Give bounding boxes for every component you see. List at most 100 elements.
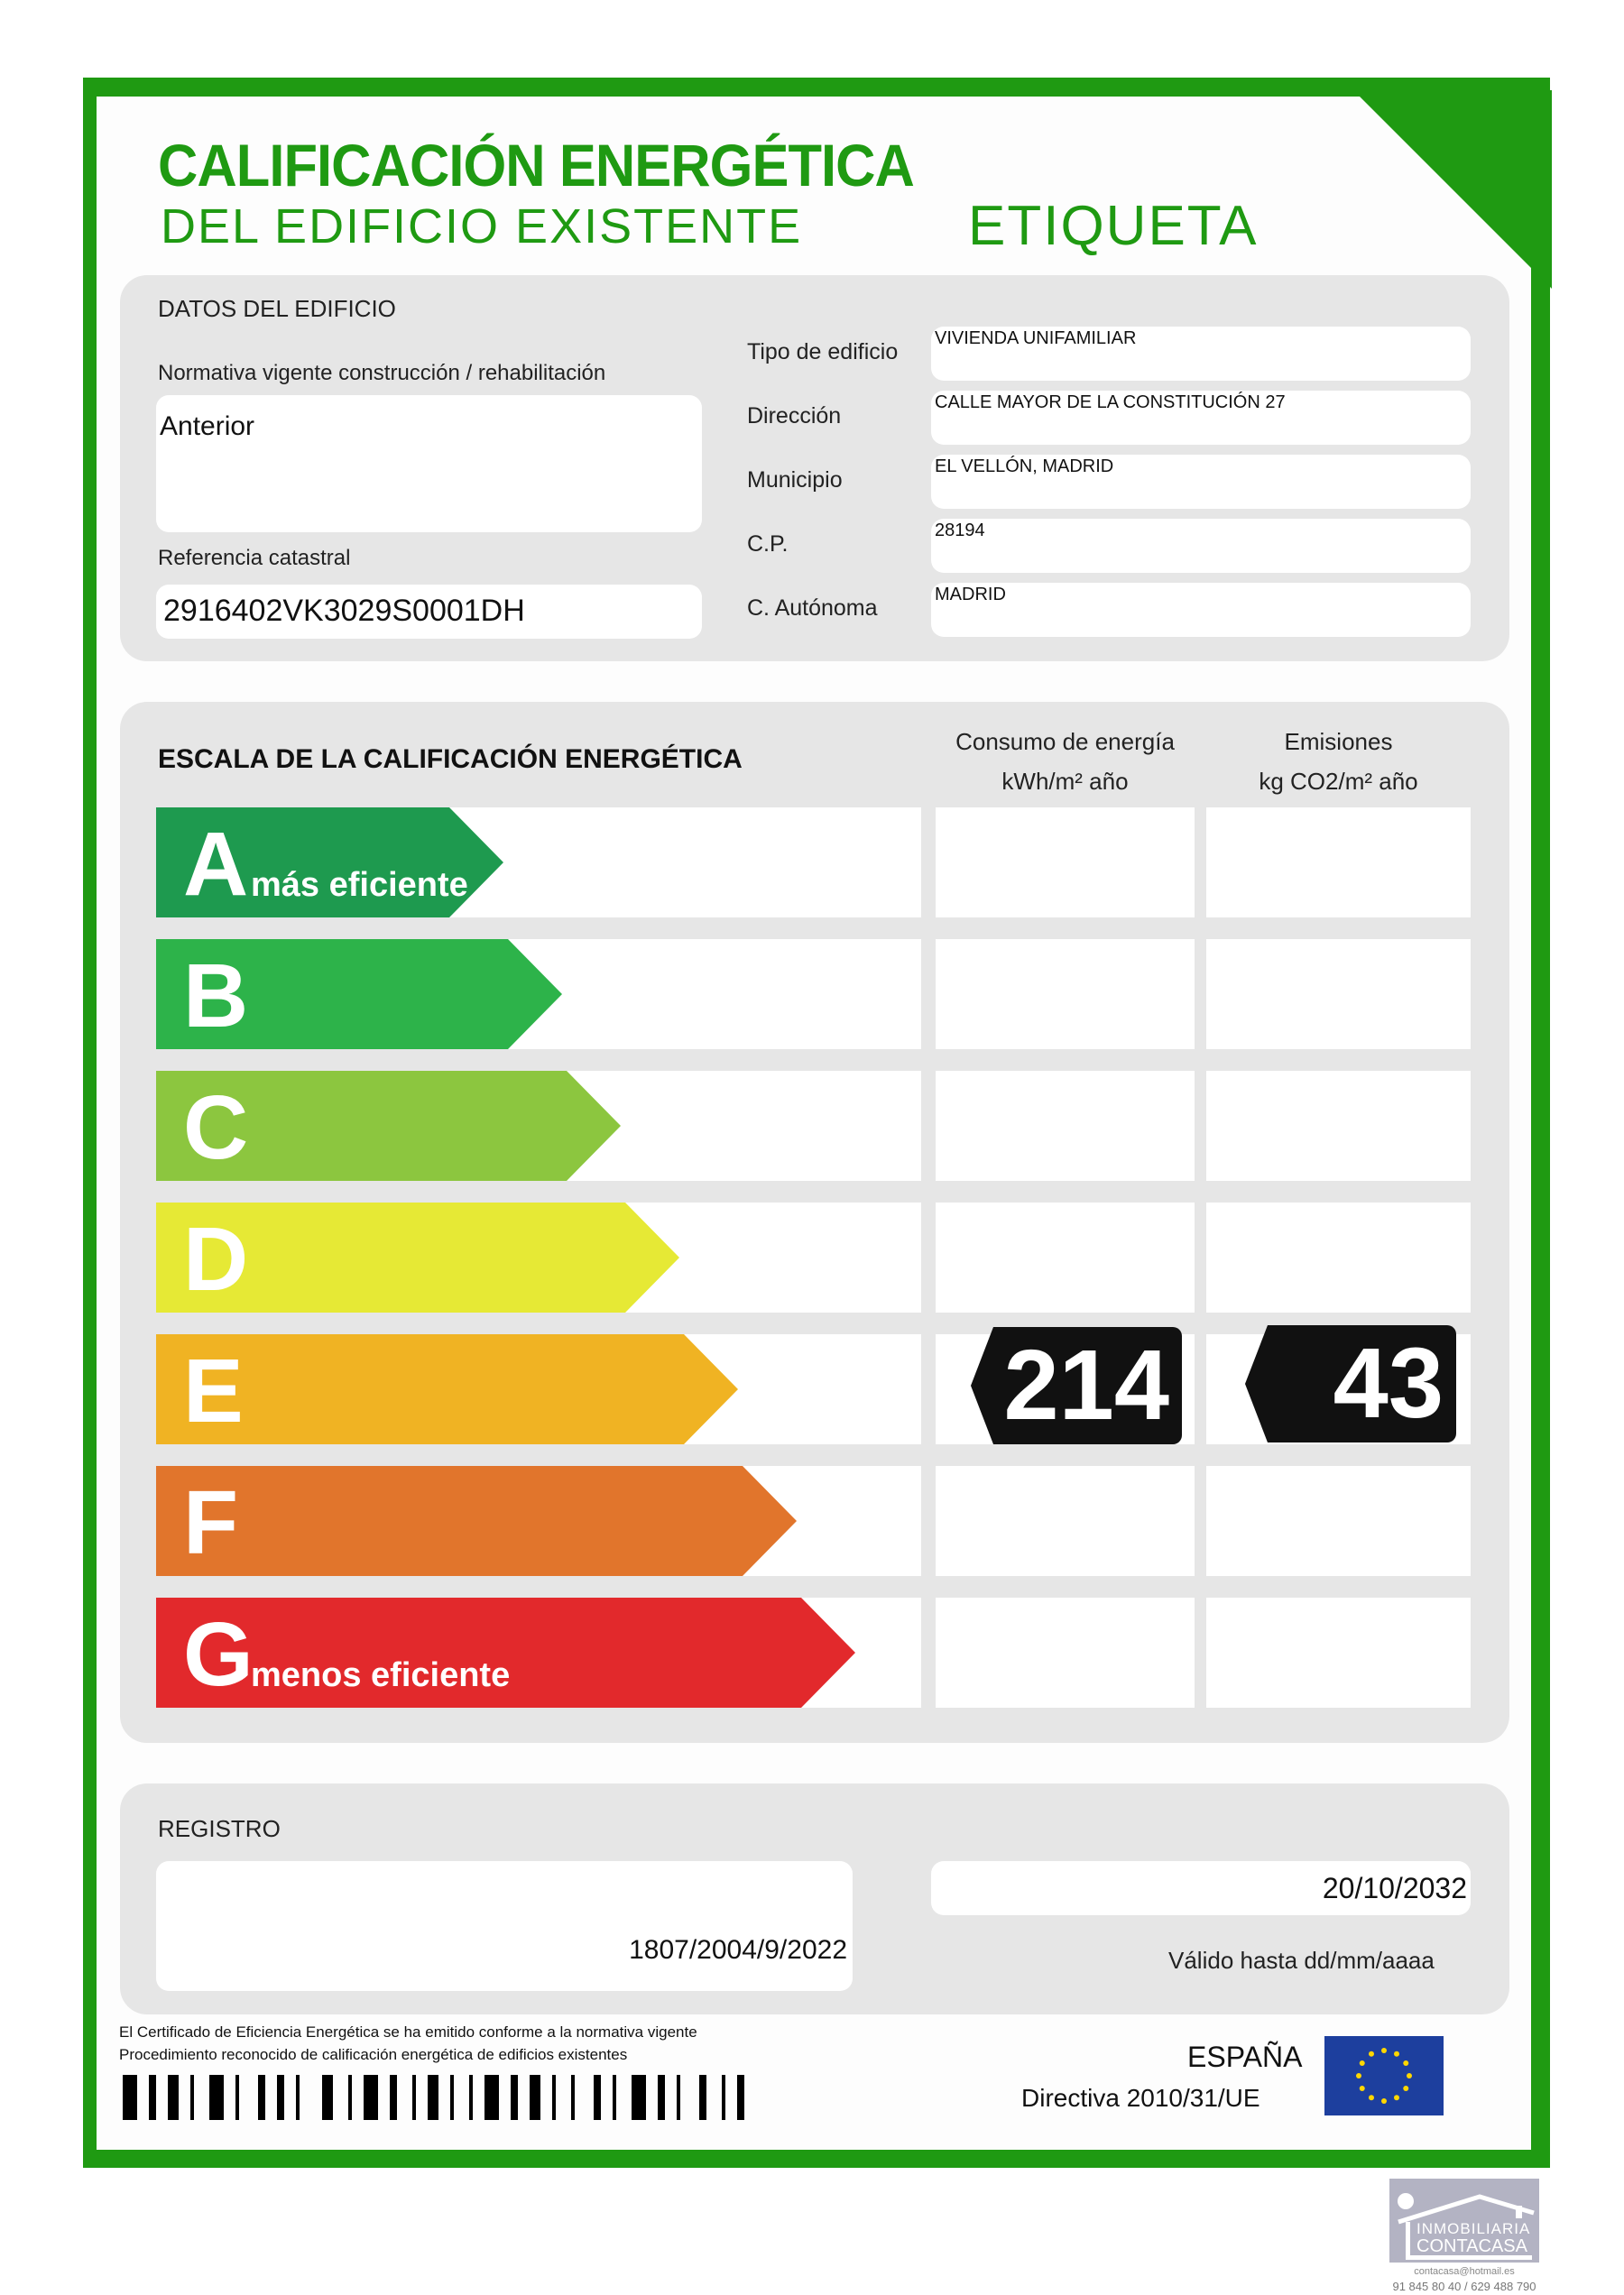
- rating-bar-g: G menos eficiente: [156, 1598, 855, 1708]
- agency-name-1: INMOBILIARIA: [1416, 2220, 1531, 2237]
- rating-bar-f: F: [156, 1466, 797, 1576]
- barcode-bar: [511, 2075, 518, 2120]
- rating-letter: F: [183, 1472, 239, 1573]
- emissions-unit: kg CO2/m² año: [1259, 768, 1418, 795]
- emissions-cell: [1206, 1071, 1471, 1181]
- rating-bar-c: C: [156, 1071, 621, 1181]
- valid-until-value: 20/10/2032: [1322, 1872, 1467, 1904]
- agency-email[interactable]: contacasa@hotmail.es: [1414, 2266, 1515, 2277]
- emissions-cell: [1206, 1598, 1471, 1708]
- rating-letter: E: [183, 1341, 244, 1442]
- barcode-bar: [469, 2075, 473, 2120]
- eu-star: [1369, 2095, 1374, 2101]
- emissions-cell: [1206, 1466, 1471, 1576]
- cadastral-value: 2916402VK3029S0001DH: [163, 594, 525, 628]
- barcode-bar: [209, 2075, 224, 2120]
- emissions-cell: [1206, 1203, 1471, 1313]
- barcode-bar: [258, 2075, 265, 2120]
- legal-line-2: Procedimiento reconocido de calificación…: [119, 2046, 628, 2063]
- field-label: C. Autónoma: [747, 595, 878, 621]
- valid-until-field: 20/10/2032: [931, 1861, 1471, 1915]
- field-label: Dirección: [747, 403, 842, 429]
- field-label: C.P.: [747, 531, 789, 557]
- eu-star: [1359, 2086, 1365, 2091]
- directive: Directiva 2010/31/UE: [1021, 2084, 1260, 2112]
- energy-unit: kWh/m² año: [1001, 768, 1129, 795]
- rating-row-g: G menos eficiente: [156, 1598, 1471, 1708]
- barcode-bar: [277, 2075, 284, 2120]
- eu-star: [1403, 2060, 1409, 2066]
- barcode-bar: [450, 2075, 454, 2120]
- barcode-bar: [658, 2075, 665, 2120]
- barcode-bar: [677, 2075, 680, 2120]
- building-section-title: DATOS DEL EDIFICIO: [158, 295, 396, 322]
- rating-row-d: D: [156, 1203, 1471, 1313]
- emissions-badge: 43: [1245, 1325, 1456, 1442]
- agency-phone: 91 845 80 40 / 629 488 790: [1392, 2280, 1536, 2293]
- regulation-value: Anterior: [160, 411, 255, 441]
- legal-line-1: El Certificado de Eficiencia Energética …: [119, 2023, 697, 2041]
- field-value: MADRID: [935, 585, 1006, 604]
- rating-letter: A: [183, 814, 249, 915]
- rating-letter: B: [183, 945, 249, 1046]
- scale-title: ESCALA DE LA CALIFICACIÓN ENERGÉTICA: [158, 744, 743, 774]
- eu-star: [1359, 2060, 1365, 2066]
- subtitle: DEL EDIFICIO EXISTENTE: [161, 199, 803, 253]
- field-box: MADRID: [931, 583, 1471, 637]
- title: CALIFICACIÓN ENERGÉTICA: [158, 132, 915, 198]
- energy-consumption-badge: 214: [971, 1327, 1182, 1444]
- valid-until-label: Válido hasta dd/mm/aaaa: [1168, 1947, 1435, 1974]
- barcode-bar: [484, 2075, 499, 2120]
- field-label: Tipo de edificio: [747, 339, 899, 364]
- eu-star: [1369, 2051, 1374, 2057]
- energy-cell: [936, 807, 1195, 917]
- country: ESPAÑA: [1187, 2041, 1303, 2073]
- barcode-bar: [390, 2075, 397, 2120]
- barcode-bar: [613, 2075, 616, 2120]
- barcode-bar: [530, 2075, 540, 2120]
- barcode: [123, 2075, 957, 2120]
- field-box: 28194: [931, 519, 1471, 573]
- rating-note: menos eficiente: [251, 1656, 511, 1694]
- barcode-bar: [149, 2075, 156, 2120]
- barcode-bar: [348, 2075, 352, 2120]
- field-value: 28194: [935, 521, 985, 540]
- barcode-bar: [296, 2075, 300, 2120]
- registry-number-field: 1807/2004/9/2022: [156, 1861, 853, 1991]
- regulation-field: Anterior: [156, 395, 702, 532]
- energy-column-header: Consumo de energía kWh/m² año: [936, 722, 1195, 801]
- eu-star: [1394, 2051, 1399, 2057]
- barcode-bar: [235, 2075, 239, 2120]
- energy-header: Consumo de energía: [955, 728, 1175, 755]
- barcode-bar: [123, 2075, 137, 2120]
- emissions-column-header: Emisiones kg CO2/m² año: [1206, 722, 1471, 801]
- eu-star: [1381, 2048, 1387, 2053]
- emissions-header: Emisiones: [1284, 728, 1393, 755]
- rating-row-a: A más eficiente: [156, 807, 1471, 917]
- barcode-bar: [722, 2075, 725, 2120]
- agency-name-2: CONTACASA: [1416, 2236, 1527, 2256]
- eu-flag-icon: [1324, 2036, 1444, 2115]
- emissions-cell: [1206, 939, 1471, 1049]
- rating-row-b: B: [156, 939, 1471, 1049]
- rating-bar-e: E: [156, 1334, 738, 1444]
- agency-logo: INMOBILIARIA CONTACASA: [1389, 2179, 1539, 2263]
- barcode-bar: [571, 2075, 575, 2120]
- rating-row-f: F: [156, 1466, 1471, 1576]
- barcode-bar: [594, 2075, 601, 2120]
- eu-star: [1407, 2073, 1412, 2078]
- barcode-bar: [412, 2075, 416, 2120]
- rating-row-c: C: [156, 1071, 1471, 1181]
- field-label: Municipio: [747, 467, 843, 493]
- energy-cell: [936, 1071, 1195, 1181]
- cadastral-field: 2916402VK3029S0001DH: [156, 585, 702, 639]
- barcode-bar: [190, 2075, 194, 2120]
- field-box: CALLE MAYOR DE LA CONSTITUCIÓN 27: [931, 391, 1471, 445]
- barcode-bar: [322, 2075, 333, 2120]
- barcode-bar: [428, 2075, 438, 2120]
- eu-star: [1381, 2098, 1387, 2104]
- regulation-label: Normativa vigente construcción / rehabil…: [158, 361, 606, 385]
- barcode-bar: [552, 2075, 556, 2120]
- barcode-bar: [699, 2075, 706, 2120]
- eu-star: [1356, 2073, 1361, 2078]
